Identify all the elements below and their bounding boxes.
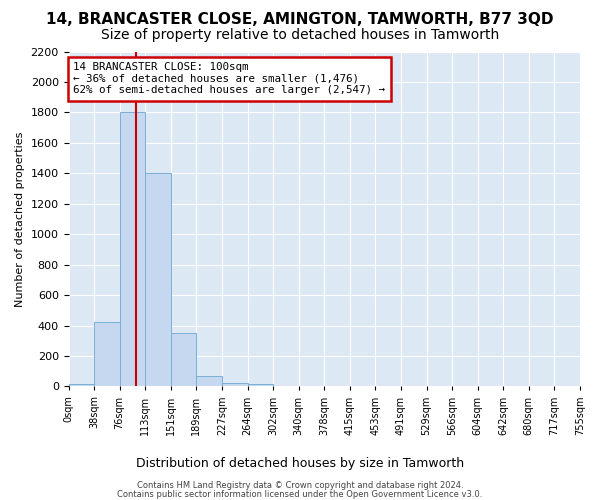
Text: Size of property relative to detached houses in Tamworth: Size of property relative to detached ho… <box>101 28 499 42</box>
Text: Contains HM Land Registry data © Crown copyright and database right 2024.: Contains HM Land Registry data © Crown c… <box>137 481 463 490</box>
Bar <box>94 322 119 386</box>
Bar <box>119 112 145 386</box>
Bar <box>145 174 171 386</box>
Text: Contains public sector information licensed under the Open Government Licence v3: Contains public sector information licen… <box>118 490 482 499</box>
Bar <box>222 382 248 386</box>
Bar <box>68 384 94 386</box>
Bar <box>248 384 273 386</box>
Text: Distribution of detached houses by size in Tamworth: Distribution of detached houses by size … <box>136 458 464 470</box>
Text: 14 BRANCASTER CLOSE: 100sqm
← 36% of detached houses are smaller (1,476)
62% of : 14 BRANCASTER CLOSE: 100sqm ← 36% of det… <box>73 62 385 96</box>
Y-axis label: Number of detached properties: Number of detached properties <box>15 132 25 306</box>
Text: 14, BRANCASTER CLOSE, AMINGTON, TAMWORTH, B77 3QD: 14, BRANCASTER CLOSE, AMINGTON, TAMWORTH… <box>46 12 554 28</box>
Bar <box>196 376 222 386</box>
Bar <box>171 333 196 386</box>
